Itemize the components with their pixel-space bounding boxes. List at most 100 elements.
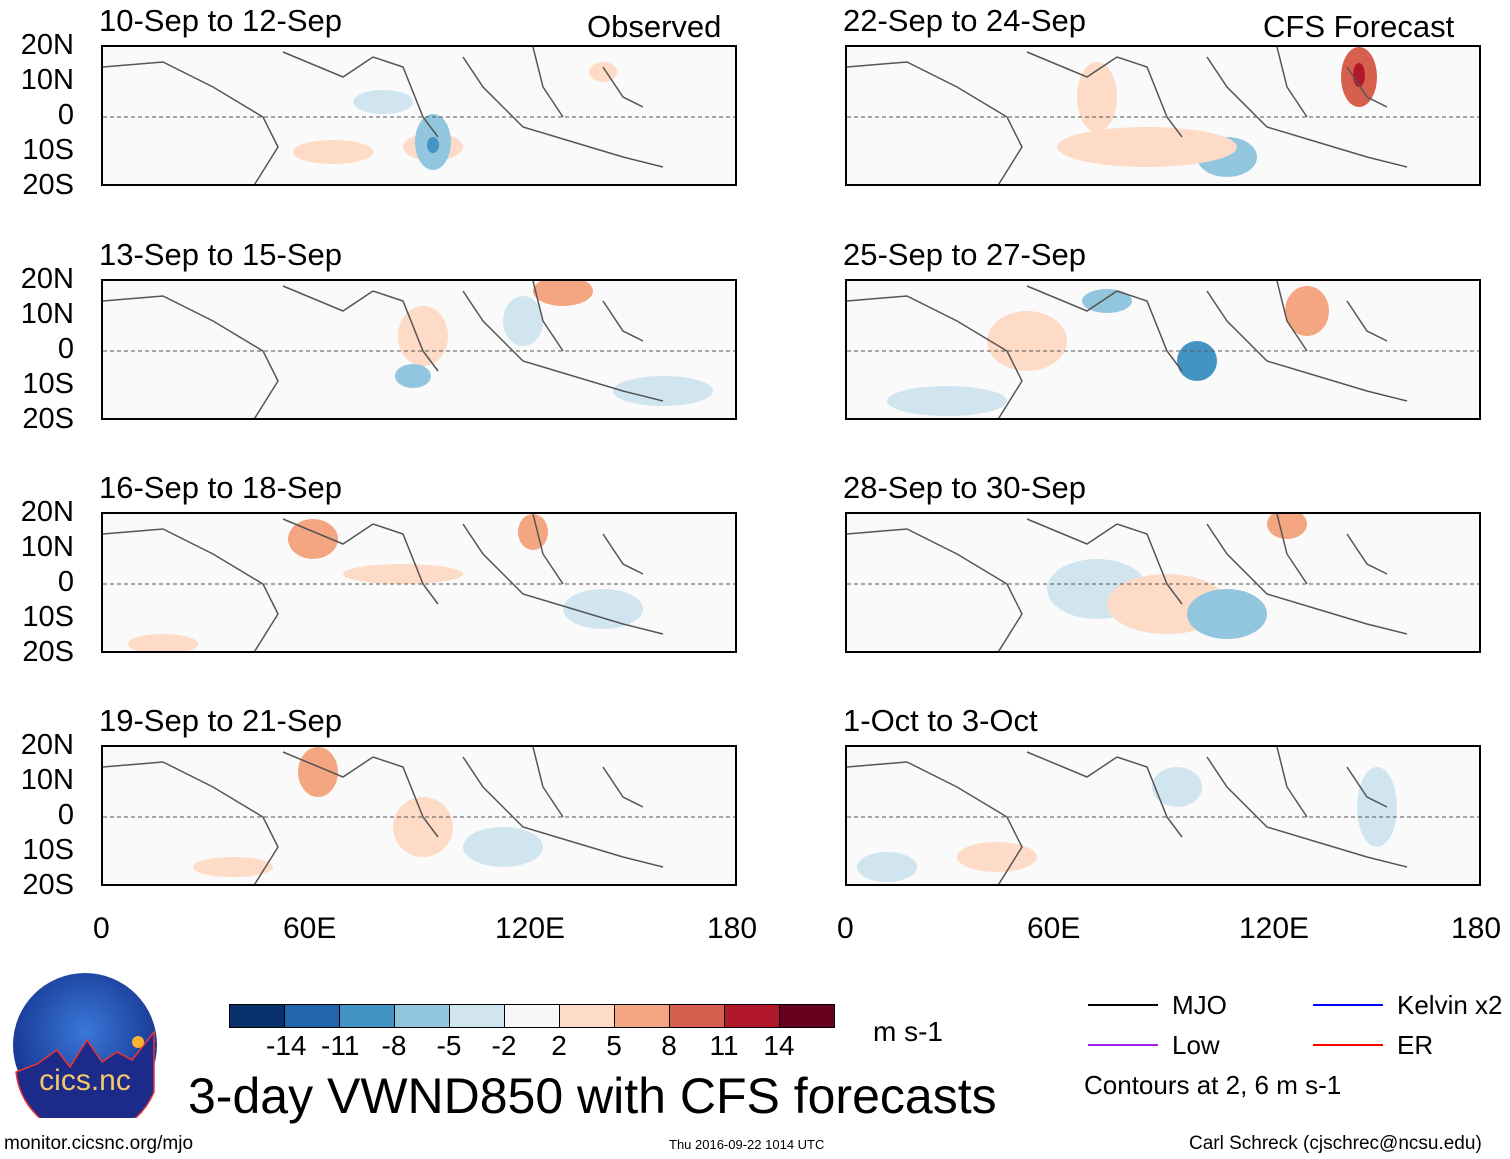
lat-tick-label: 0 [57,799,74,831]
anomaly-shading [1267,514,1307,539]
anomaly-shading [398,306,448,366]
colorbar-swatch [559,1004,615,1028]
colorbar-tick-label: 5 [606,1030,622,1061]
map-panel [845,512,1481,653]
colorbar-tick-label: 8 [661,1030,677,1061]
anomaly-shading [1077,62,1117,132]
anomaly-shading [193,857,273,877]
colorbar-swatch [229,1004,285,1028]
panel-title: 19-Sep to 21-Sep [99,703,343,738]
map-panel [101,745,737,886]
panel-title: 1-Oct to 3-Oct [843,703,1038,738]
map-panel [101,279,737,420]
lon-tick-label: 120E [1239,912,1310,945]
coastline [847,514,1408,651]
colorbar-tick-label: -8 [381,1030,407,1061]
lat-tick-label: 0 [57,99,74,131]
lat-tick-label: 10N [20,298,74,330]
panel-title: 25-Sep to 27-Sep [843,237,1087,272]
anomaly-shading [533,281,593,306]
footer-timestamp: Thu 2016-09-22 1014 UTC [669,1137,825,1152]
lat-tick-label: 10N [20,531,74,563]
lon-tick-label: 180 [707,912,758,945]
anomaly-shading [563,589,643,629]
lat-tick-label: 0 [57,566,74,598]
colorbar-tick-label: 2 [551,1030,567,1061]
anomaly-shading [288,519,338,559]
legend-line [1313,1044,1383,1046]
anomaly-shading [353,90,413,114]
coastline [103,514,664,651]
legend-label: Kelvin x2 [1397,990,1503,1020]
panel-title: 13-Sep to 15-Sep [99,237,343,272]
coastline [103,47,664,184]
colorbar-tick-label: -2 [491,1030,517,1061]
lat-tick-label: 20S [22,636,74,668]
contours-note: Contours at 2, 6 m s-1 [1084,1070,1342,1100]
colorbar-tick-label: -11 [321,1030,360,1061]
lat-tick-label: 20N [20,496,74,528]
lon-tick-label: 60E [1027,912,1081,945]
lat-tick-label: 20N [20,729,74,761]
colorbar-swatch [504,1004,560,1028]
colorbar-swatch [779,1004,835,1028]
legend-line [1313,1004,1383,1006]
legend-line [1088,1044,1158,1046]
anomaly-shading [463,827,543,867]
svg-text:cics.nc: cics.nc [39,1064,131,1097]
anomaly-shading [1353,63,1365,87]
anomaly-shading [957,842,1037,872]
anomaly-field [847,514,1479,651]
lat-tick-label: 20S [22,403,74,435]
lon-tick-label: 60E [283,912,337,945]
anomaly-shading [613,376,713,406]
anomaly-shading [1152,767,1202,807]
lat-tick-label: 10S [22,368,74,400]
anomaly-shading [589,62,617,82]
coastline [847,47,1408,184]
cicsnc-logo-icon: cics.nc [13,973,157,1137]
anomaly-field [103,514,735,651]
lat-tick-label: 20S [22,169,74,201]
colorbar-tick-label: -5 [436,1030,462,1061]
colorbar-units: m s-1 [873,1016,943,1047]
legend-label: Low [1172,1030,1220,1060]
anomaly-field [847,281,1479,418]
lat-tick-label: 0 [57,333,74,365]
footer-url[interactable]: monitor.cicsnc.org/mjo [4,1133,194,1154]
colorbar-swatch [284,1004,340,1028]
coastline [103,747,664,884]
anomaly-shading [1285,286,1329,336]
anomaly-shading [503,296,543,346]
anomaly-shading [518,514,548,550]
colorbar-swatch [394,1004,450,1028]
anomaly-shading [1082,289,1132,313]
anomaly-shading [395,364,431,388]
anomaly-shading [128,634,198,651]
coastline [847,747,1408,884]
colorbar-swatch [669,1004,725,1028]
anomaly-shading [393,797,453,857]
anomaly-shading [427,137,439,153]
panel-title: 16-Sep to 18-Sep [99,470,343,505]
coastline [103,281,664,418]
panel-source-label: Observed [587,9,722,44]
panel-title: 22-Sep to 24-Sep [843,3,1087,38]
legend-label: ER [1397,1030,1434,1060]
map-panel [101,45,737,186]
lat-tick-label: 20S [22,869,74,901]
anomaly-field [103,747,735,884]
anomaly-shading [343,564,463,584]
anomaly-field [103,47,735,184]
colorbar-tick-label: -14 [266,1030,307,1061]
lat-tick-label: 10S [22,834,74,866]
colorbar-swatch [724,1004,780,1028]
map-panel [845,45,1481,186]
anomaly-shading [887,386,1007,416]
anomaly-field [103,281,735,418]
colorbar-tick-label: 14 [763,1030,795,1061]
lat-tick-label: 20N [20,29,74,61]
lon-tick-label: 0 [93,912,110,945]
lat-tick-label: 20N [20,263,74,295]
